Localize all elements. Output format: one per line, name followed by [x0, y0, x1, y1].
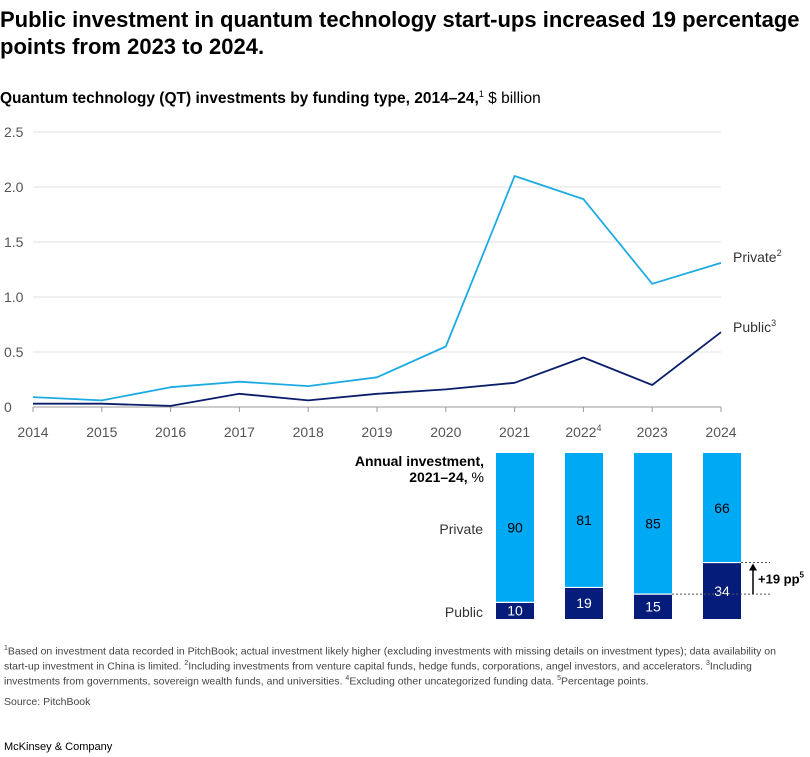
x-tick-label: 2018 — [293, 424, 324, 440]
bar-chart-title: Annual investment, — [355, 453, 484, 469]
x-axis: 2014 2015 2016 2017 2018 2019 2020 2021 20224 202… — [17, 406, 737, 440]
y-tick-label: 2.0 — [4, 179, 24, 195]
x-tick-label: 2019 — [361, 424, 392, 440]
brand-name: McKinsey & Company — [4, 741, 113, 753]
y-axis-ticks: 0 0.5 1.0 1.5 2.0 2.5 — [4, 124, 24, 415]
bar-value-private-2022: 81 — [576, 512, 592, 528]
series-label-private: Private2 — [733, 248, 782, 265]
bar-public-2024 — [703, 562, 741, 619]
chart-subtitle: Quantum technology (QT) investments by f… — [0, 89, 808, 108]
x-tick-label: 2021 — [499, 424, 530, 440]
series-line-private — [32, 175, 722, 402]
bar-value-public-2024: 34 — [714, 583, 730, 599]
bar-value-private-2024: 66 — [714, 500, 730, 516]
annotation-label: +19 pp5 — [758, 570, 805, 586]
annotation-footnote-ref: 5 — [800, 570, 805, 579]
bar-value-public-2023: 15 — [645, 599, 661, 615]
bar-value-public-2021: 10 — [507, 603, 523, 619]
x-tick-label: 2017 — [224, 424, 255, 440]
series-label-footnote-ref: 2 — [777, 248, 782, 258]
bar-value-private-2021: 90 — [507, 520, 523, 536]
bar-row-label-public: Public — [445, 604, 483, 620]
x-tick-label: 2015 — [86, 424, 117, 440]
bar-value-private-2023: 85 — [645, 516, 661, 532]
x-tick-label: 20224 — [565, 423, 601, 440]
footnote-1: Based on investment data recorded in Pit… — [4, 645, 776, 673]
footnote-5-marker: 5 — [557, 675, 562, 682]
stacked-bar-chart: Annual investment,2021–24, % Private Publi… — [355, 453, 805, 620]
source-note: Source: PitchBook — [4, 696, 91, 708]
footnote-3: Including investments from governments, … — [4, 660, 752, 688]
footnote-1-marker: 1 — [4, 645, 8, 652]
bar-private-2022 — [565, 453, 603, 588]
footnotes: 1Based on investment data recorded in Pi… — [4, 643, 794, 688]
y-tick-label: 1.0 — [4, 289, 24, 305]
line-series: Private2 Public3 — [32, 175, 782, 407]
footnote-5: Percentage points. — [561, 675, 649, 688]
x-tick-label: 2016 — [155, 424, 186, 440]
grid-lines — [33, 131, 721, 353]
series-label-footnote-ref: 3 — [771, 318, 776, 328]
x-tick-footnote-ref: 4 — [596, 423, 601, 433]
bar-row-label-private: Private — [439, 521, 483, 537]
series-label-public: Public3 — [733, 318, 776, 335]
subtitle-unit: $ billion — [483, 90, 541, 108]
footnote-2-marker: 2 — [184, 660, 189, 667]
subtitle-bold: Quantum technology (QT) investments by f… — [0, 90, 479, 108]
bar-public-2021 — [496, 602, 534, 619]
x-tick-label: 2024 — [705, 424, 736, 440]
series-line-public — [33, 331, 722, 407]
bar-private-2024 — [703, 453, 741, 563]
x-tick-label: 2020 — [430, 424, 461, 440]
bar-private-2023 — [634, 453, 672, 595]
footnote-4: Excluding other uncategorized funding da… — [349, 675, 558, 688]
footnote-3-marker: 3 — [705, 660, 710, 667]
x-tick-label: 2023 — [637, 424, 668, 440]
y-tick-label: 0.5 — [4, 344, 24, 360]
footnote-4-marker: 4 — [345, 675, 350, 682]
headline: Public investment in quantum technology … — [0, 7, 800, 59]
x-tick-label: 2014 — [17, 424, 48, 440]
bar-value-public-2022: 19 — [576, 595, 592, 611]
bar-public-2023 — [634, 594, 672, 619]
chart-area: 00.51.01.52.02.5 2014 2015 2016 2017 2018 201… — [4, 124, 805, 620]
y-tick-label: 0 — [4, 399, 12, 415]
y-tick-label: 1.5 — [4, 234, 24, 250]
bar-chart-unit: % — [468, 469, 484, 485]
subtitle-footnote-ref: 1 — [478, 89, 484, 99]
annotation-arrow-head — [749, 563, 757, 571]
bar-private-2021 — [496, 453, 534, 603]
y-tick-label: 2.5 — [4, 124, 24, 140]
bar-public-2022 — [565, 587, 603, 619]
footnote-2: Including investments from venture capit… — [188, 660, 706, 673]
bar-chart-title-2: 2021–24, % — [409, 469, 484, 485]
